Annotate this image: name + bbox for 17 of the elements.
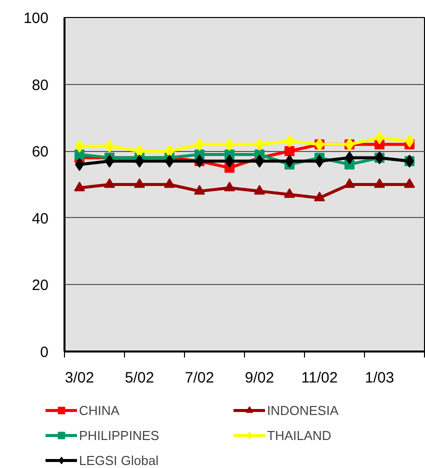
y-tick-label: 40	[32, 210, 49, 228]
x-tick-label: 5/02	[124, 370, 154, 386]
x-tick-label: 11/02	[301, 370, 338, 386]
x-tick-label: 7/02	[184, 370, 214, 386]
legend-label: THAILAND	[267, 428, 332, 442]
y-tick-label: 20	[32, 277, 49, 294]
y-tick-label: 80	[32, 76, 49, 94]
x-tick-label: 9/02	[244, 370, 274, 386]
legend-label: CHINA	[79, 402, 120, 418]
legend-label: PHILIPPINES	[79, 428, 160, 442]
y-tick-label: 0	[40, 344, 48, 361]
legend-label: LEGSI Global	[79, 452, 160, 468]
y-tick-label: 60	[32, 144, 49, 161]
x-tick-label: 1/03	[364, 370, 394, 386]
x-tick-label: 3/02	[64, 370, 94, 386]
legend-label: INDONESIA	[267, 402, 340, 418]
y-tick-label: 100	[23, 10, 49, 27]
